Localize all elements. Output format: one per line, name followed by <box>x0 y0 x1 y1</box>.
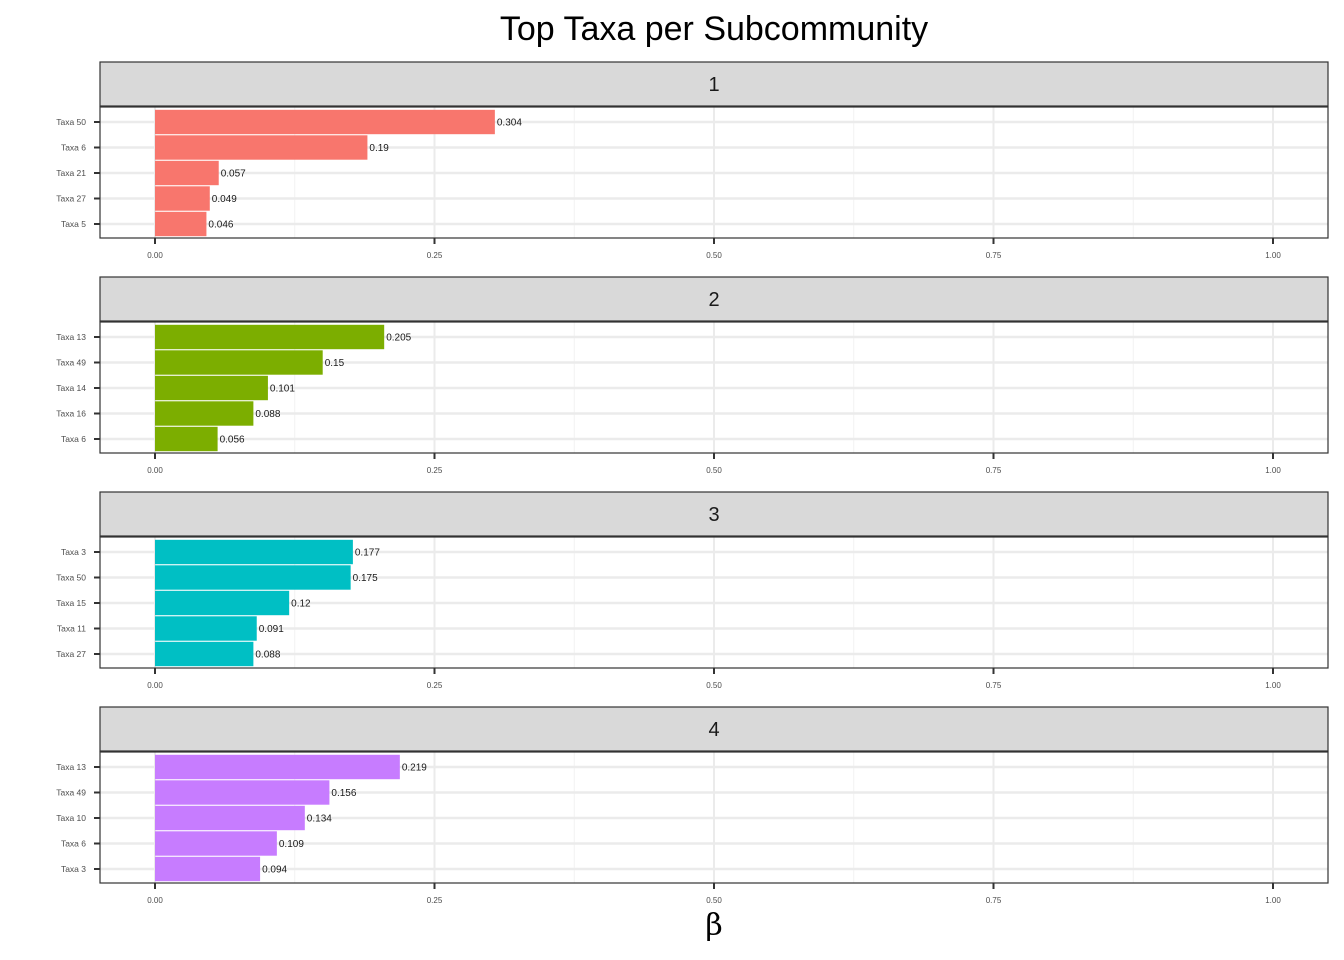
bar-value-label: 0.101 <box>270 384 295 395</box>
bar <box>155 375 268 401</box>
y-tick-label: Taxa 6 <box>61 143 86 153</box>
bar <box>155 565 351 590</box>
bar-value-label: 0.088 <box>255 650 280 661</box>
x-tick-label: 1.00 <box>1265 681 1281 690</box>
x-tick-label: 0.00 <box>147 251 163 260</box>
bar-value-label: 0.057 <box>221 169 246 180</box>
facet-strip <box>99 276 1329 322</box>
bar <box>155 401 254 426</box>
facet-strip-label: 4 <box>708 719 719 741</box>
facet-strip-label: 2 <box>708 289 719 311</box>
bar <box>155 831 277 856</box>
bar-value-label: 0.046 <box>208 220 233 231</box>
y-tick-label: Taxa 13 <box>56 762 86 772</box>
bar <box>155 754 400 780</box>
x-tick-label: 0.75 <box>986 466 1002 475</box>
facet-strip-label: 3 <box>708 504 719 526</box>
facet-strip-label: 1 <box>708 74 719 96</box>
x-tick-label: 0.25 <box>427 251 443 260</box>
bar-value-label: 0.177 <box>355 548 380 559</box>
facet-panel-3: 3 0.177 0.175 0.12 0.091 0.088 Taxa 3 Taxa 50 Ta… <box>56 491 1329 690</box>
bar-value-label: 0.094 <box>262 865 287 876</box>
bar <box>155 590 290 616</box>
y-tick-label: Taxa 10 <box>56 813 86 823</box>
bar <box>155 160 219 186</box>
bar <box>155 109 495 135</box>
y-tick-label: Taxa 49 <box>56 788 86 798</box>
x-tick-label: 0.25 <box>427 681 443 690</box>
x-tick-label: 1.00 <box>1265 251 1281 260</box>
bar-value-label: 0.056 <box>220 435 245 446</box>
y-tick-label: Taxa 6 <box>61 839 86 849</box>
x-tick-label: 0.25 <box>427 466 443 475</box>
x-tick-label: 0.75 <box>986 251 1002 260</box>
y-tick-label: Taxa 49 <box>56 358 86 368</box>
bar-value-label: 0.109 <box>279 839 304 850</box>
bar <box>155 641 254 667</box>
x-tick-label: 1.00 <box>1265 466 1281 475</box>
bar <box>155 350 323 375</box>
bar-value-label: 0.088 <box>255 409 280 420</box>
x-tick-label: 0.00 <box>147 466 163 475</box>
x-tick-label: 0.50 <box>706 681 722 690</box>
x-tick-label: 0.75 <box>986 896 1002 905</box>
bar <box>155 856 261 882</box>
bar <box>155 539 353 565</box>
y-tick-label: Taxa 27 <box>56 649 86 659</box>
facet-strip <box>99 706 1329 752</box>
facet-panel-1: 1 0.304 0.19 0.057 0.049 0.046 Taxa 50 Taxa 6 Ta… <box>56 61 1329 260</box>
bar <box>155 186 210 211</box>
bar-value-label: 0.091 <box>259 624 284 635</box>
x-tick-label: 0.50 <box>706 896 722 905</box>
x-tick-label: 0.50 <box>706 466 722 475</box>
y-tick-label: Taxa 21 <box>56 168 86 178</box>
x-axis-label: β <box>705 908 722 943</box>
bar <box>155 211 207 237</box>
y-tick-label: Taxa 13 <box>56 332 86 342</box>
y-tick-label: Taxa 3 <box>61 864 86 874</box>
x-tick-label: 0.75 <box>986 681 1002 690</box>
bar-value-label: 0.304 <box>497 118 522 129</box>
y-tick-label: Taxa 6 <box>61 434 86 444</box>
x-tick-label: 0.25 <box>427 896 443 905</box>
facet-panel-4: 4 0.219 0.156 0.134 0.109 0.094 Taxa 13 Taxa 49… <box>56 706 1329 905</box>
chart-title: Top Taxa per Subcommunity <box>500 10 928 48</box>
bar-value-label: 0.12 <box>291 599 311 610</box>
bar <box>155 616 257 641</box>
bar <box>155 135 368 160</box>
bar <box>155 780 330 805</box>
y-tick-label: Taxa 5 <box>61 219 86 229</box>
y-tick-label: Taxa 14 <box>56 383 86 393</box>
y-tick-label: Taxa 16 <box>56 409 86 419</box>
bar-value-label: 0.205 <box>386 333 411 344</box>
y-tick-label: Taxa 11 <box>57 624 86 634</box>
bar <box>155 426 218 452</box>
bar-value-label: 0.175 <box>353 573 378 584</box>
y-tick-label: Taxa 50 <box>56 573 86 583</box>
x-tick-label: 0.00 <box>147 681 163 690</box>
bar-value-label: 0.19 <box>369 143 389 154</box>
y-tick-label: Taxa 50 <box>56 117 86 127</box>
bar-value-label: 0.219 <box>402 763 427 774</box>
bar <box>155 805 305 831</box>
bar-value-label: 0.15 <box>325 358 345 369</box>
bar-value-label: 0.156 <box>331 788 356 799</box>
x-tick-label: 0.00 <box>147 896 163 905</box>
facet-strip <box>99 491 1329 537</box>
bar-value-label: 0.049 <box>212 194 237 205</box>
y-tick-label: Taxa 15 <box>56 598 86 608</box>
facet-panel-2: 2 0.205 0.15 0.101 0.088 0.056 Taxa 13 Taxa 49 T… <box>56 276 1329 475</box>
bar <box>155 324 385 350</box>
x-tick-label: 0.50 <box>706 251 722 260</box>
x-tick-label: 1.00 <box>1265 896 1281 905</box>
y-tick-label: Taxa 27 <box>56 194 86 204</box>
facet-strip <box>99 61 1329 107</box>
y-tick-label: Taxa 3 <box>61 547 86 557</box>
bar-value-label: 0.134 <box>307 814 332 825</box>
